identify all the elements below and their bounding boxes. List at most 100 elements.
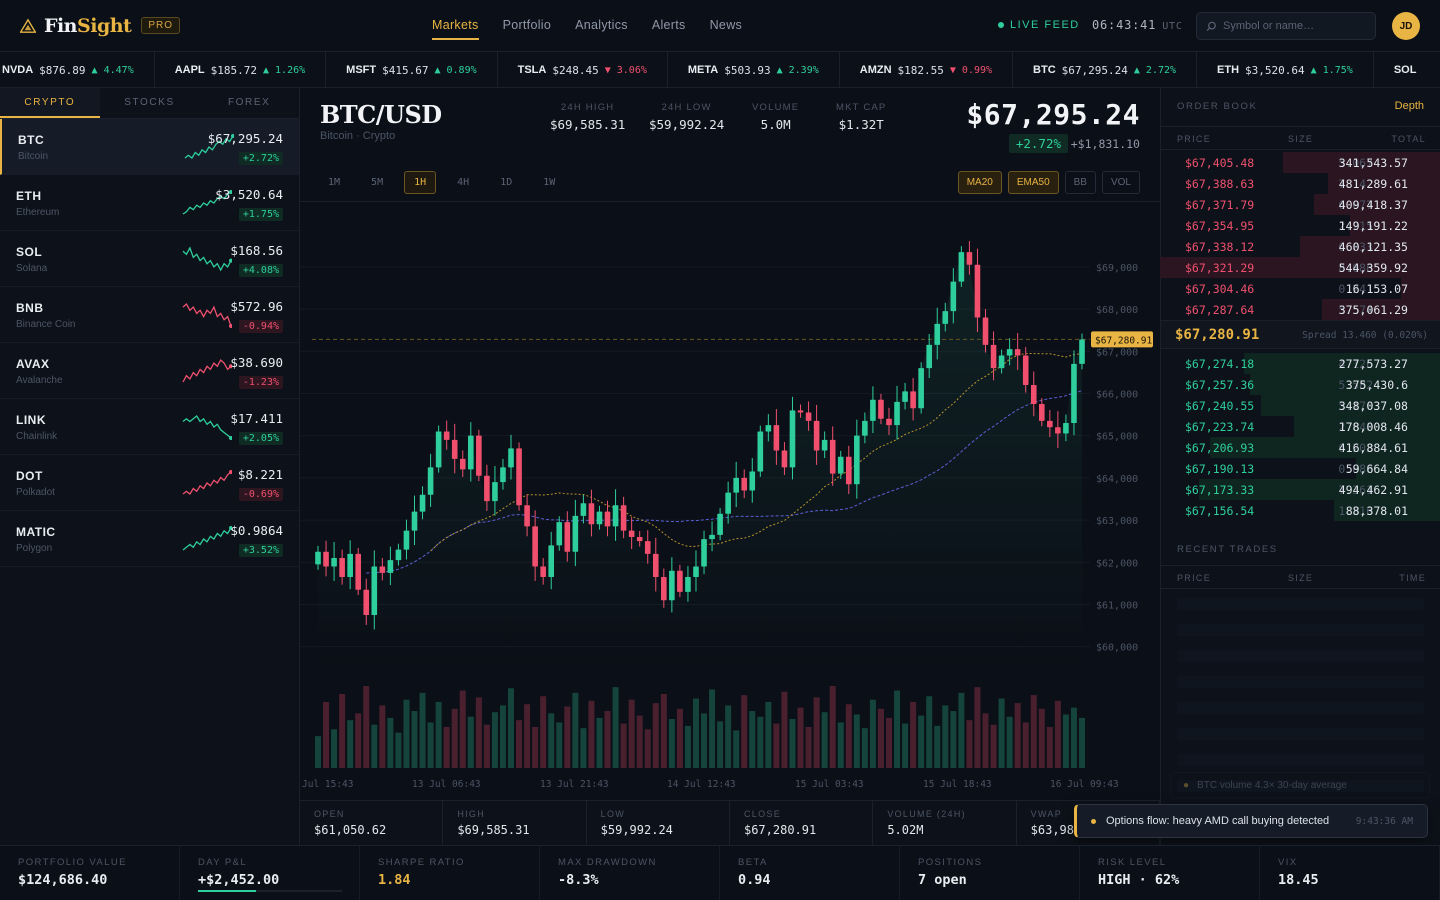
ticker-item[interactable]: BTC $67,295.24 ▲ 2.72% bbox=[1013, 52, 1198, 87]
sparkline bbox=[182, 526, 232, 551]
indicator-vol[interactable]: VOL bbox=[1101, 171, 1140, 194]
ask-row[interactable]: $67,354.95 2.215 149,191.22 bbox=[1161, 215, 1440, 236]
timeframe-1w[interactable]: 1W bbox=[543, 177, 556, 188]
ticker-change: ▲ 1.75% bbox=[1310, 64, 1353, 76]
ask-row[interactable]: $67,388.63 7.142 481,289.61 bbox=[1161, 173, 1440, 194]
timeframe-5m[interactable]: 5M bbox=[371, 177, 384, 188]
metric-value: +$2,452.00 bbox=[198, 872, 280, 888]
bid-row[interactable]: $67,257.36 5.582 375,430.6 bbox=[1161, 374, 1440, 395]
depth-bar bbox=[1199, 479, 1440, 500]
indicator-ema50[interactable]: EMA50 bbox=[1007, 171, 1059, 194]
asset-price: $67,295.24 bbox=[207, 131, 283, 146]
bid-row[interactable]: $67,173.33 7.361 494,462.91 bbox=[1161, 479, 1440, 500]
sparkline bbox=[182, 190, 232, 215]
stat-label: 24H HIGH bbox=[560, 102, 615, 113]
ticker-change: ▲ 1.26% bbox=[263, 64, 306, 76]
ticker-item[interactable]: AMZN $182.55 ▼ 0.99% bbox=[840, 52, 1014, 87]
ask-row[interactable]: $67,405.48 5.067 341,543.57 bbox=[1161, 152, 1440, 173]
asset-symbol: AVAX bbox=[16, 357, 50, 371]
bid-row[interactable]: $67,190.13 0.888 59,664.84 bbox=[1161, 458, 1440, 479]
toast-dot-icon bbox=[1091, 818, 1096, 824]
asset-row-eth[interactable]: ETH Ethereum $3,520.64 +1.75% bbox=[0, 175, 299, 231]
ticker-item[interactable]: MSFT $415.67 ▲ 0.89% bbox=[326, 52, 498, 87]
ticker-item[interactable]: TSLA $248.45 ▼ 3.06% bbox=[498, 52, 668, 87]
nav-analytics[interactable]: Analytics bbox=[575, 17, 628, 32]
user-avatar[interactable]: JD bbox=[1392, 12, 1420, 40]
volume-bar bbox=[709, 689, 716, 768]
asset-symbol: LINK bbox=[16, 413, 46, 427]
tab-stocks[interactable]: STOCKS bbox=[124, 97, 175, 108]
indicator-bb[interactable]: BB bbox=[1064, 171, 1096, 194]
symbol-search[interactable] bbox=[1196, 12, 1376, 40]
volume-bar bbox=[805, 727, 812, 768]
volume-bar bbox=[781, 691, 788, 768]
notification-toast[interactable]: Options flow: heavy AMD call buying dete… bbox=[1074, 804, 1428, 838]
timeframe-1h[interactable]: 1H bbox=[404, 171, 437, 194]
indicator-ma20[interactable]: MA20 bbox=[957, 171, 1002, 194]
asset-row-dot[interactable]: DOT Polkadot $8.221 -0.69% bbox=[0, 455, 299, 511]
candle-body bbox=[580, 503, 587, 516]
bid-row[interactable]: $67,240.55 5.176 348,037.08 bbox=[1161, 395, 1440, 416]
asset-name: Binance Coin bbox=[16, 319, 76, 330]
volume-bar bbox=[1046, 727, 1053, 768]
volume-bar bbox=[982, 713, 989, 768]
ticker-item[interactable]: META $503.93 ▲ 2.39% bbox=[668, 52, 840, 87]
depth-link[interactable]: Depth bbox=[1394, 100, 1424, 112]
candle-body bbox=[733, 477, 739, 493]
volume-bar bbox=[741, 695, 748, 768]
candle-body bbox=[805, 412, 812, 421]
trade-row-placeholder bbox=[1177, 728, 1424, 749]
nav-markets[interactable]: Markets bbox=[432, 12, 479, 40]
bid-row[interactable]: $67,223.74 2.648 178,008.46 bbox=[1161, 416, 1440, 437]
tab-crypto[interactable]: CRYPTO bbox=[0, 88, 100, 118]
volume-bar bbox=[934, 725, 941, 768]
asset-row-bnb[interactable]: BNB Binance Coin $572.96 -0.94% bbox=[0, 287, 299, 343]
candle-body bbox=[693, 566, 699, 578]
bid-row[interactable]: $67,206.93 6.203 416,884.61 bbox=[1161, 437, 1440, 458]
candlestick-chart-area[interactable]: $60,000 $61,000 $62,000 $63,000 $64,000 $65,0… bbox=[300, 201, 1160, 801]
asset-row-link[interactable]: LINK Chainlink $17.411 +2.05% bbox=[0, 399, 299, 455]
volume-bar bbox=[757, 716, 764, 768]
nav-news[interactable]: News bbox=[709, 17, 743, 32]
nav-portfolio[interactable]: Portfolio bbox=[502, 17, 552, 32]
volume-bar bbox=[516, 720, 523, 768]
order-size: 0.888 bbox=[1338, 462, 1373, 476]
metric-label: VIX bbox=[1278, 857, 1298, 868]
ticker-item[interactable]: NVDA $876.89 ▲ 4.47% bbox=[0, 52, 155, 87]
bid-row[interactable]: $67,274.18 4.126 277,573.27 bbox=[1161, 353, 1440, 374]
ticker-item[interactable]: ETH $3,520.64 ▲ 1.75% bbox=[1197, 52, 1374, 87]
search-input[interactable] bbox=[1223, 20, 1363, 32]
candle-body bbox=[886, 418, 892, 426]
candle-body bbox=[926, 344, 932, 369]
candle-body bbox=[556, 522, 563, 546]
ask-row[interactable]: $67,304.46 0.241 16,153.07 bbox=[1161, 278, 1440, 299]
logo[interactable]: FinSight PRO bbox=[20, 15, 180, 37]
volume-bar bbox=[580, 728, 587, 768]
volume-bar bbox=[773, 723, 780, 768]
tab-forex[interactable]: FOREX bbox=[227, 97, 271, 108]
order-book-panel: ORDER BOOK Depth PRICE SIZE TOTAL $67,40… bbox=[1160, 88, 1440, 845]
candlestick-chart[interactable]: $60,000 $61,000 $62,000 $63,000 $64,000 $65,0… bbox=[300, 202, 1160, 800]
bid-row[interactable]: $67,156.54 1.316 88,378.01 bbox=[1161, 500, 1440, 521]
ticker-price: $67,295.24 bbox=[1061, 63, 1128, 77]
timeframe-4h[interactable]: 4H bbox=[457, 177, 470, 188]
metric-vix: VIX 18.45 bbox=[1260, 846, 1440, 900]
asset-row-matic[interactable]: MATIC Polygon $0.9864 +3.52% bbox=[0, 511, 299, 567]
recent-trades-columns: PRICE SIZE TIME bbox=[1161, 565, 1440, 589]
ask-row[interactable]: $67,338.12 6.833 460,121.35 bbox=[1161, 236, 1440, 257]
ask-row[interactable]: $67,321.29 8.086 544,359.92 bbox=[1160, 257, 1440, 278]
ticker-item[interactable]: SOL bbox=[1374, 52, 1440, 87]
asset-symbol: BNB bbox=[16, 301, 44, 315]
asset-row-btc[interactable]: BTC Bitcoin $67,295.24 +2.72% bbox=[0, 119, 299, 175]
asset-row-sol[interactable]: SOL Solana $168.56 +4.08% bbox=[0, 231, 299, 287]
timeframe-1d[interactable]: 1D bbox=[500, 177, 513, 188]
candle-body bbox=[773, 425, 780, 451]
ask-row[interactable]: $67,287.64 5.574 375,061.29 bbox=[1161, 299, 1440, 320]
timeframe-1m[interactable]: 1M bbox=[328, 177, 341, 188]
nav-alerts[interactable]: Alerts bbox=[651, 17, 686, 32]
asset-row-avax[interactable]: AVAX Avalanche $38.690 -1.23% bbox=[0, 343, 299, 399]
ask-row[interactable]: $67,371.79 6.077 409,418.37 bbox=[1161, 194, 1440, 215]
ticker-item[interactable]: AAPL $185.72 ▲ 1.26% bbox=[155, 52, 327, 87]
candle-body bbox=[419, 494, 426, 512]
volume-bar bbox=[725, 705, 732, 768]
